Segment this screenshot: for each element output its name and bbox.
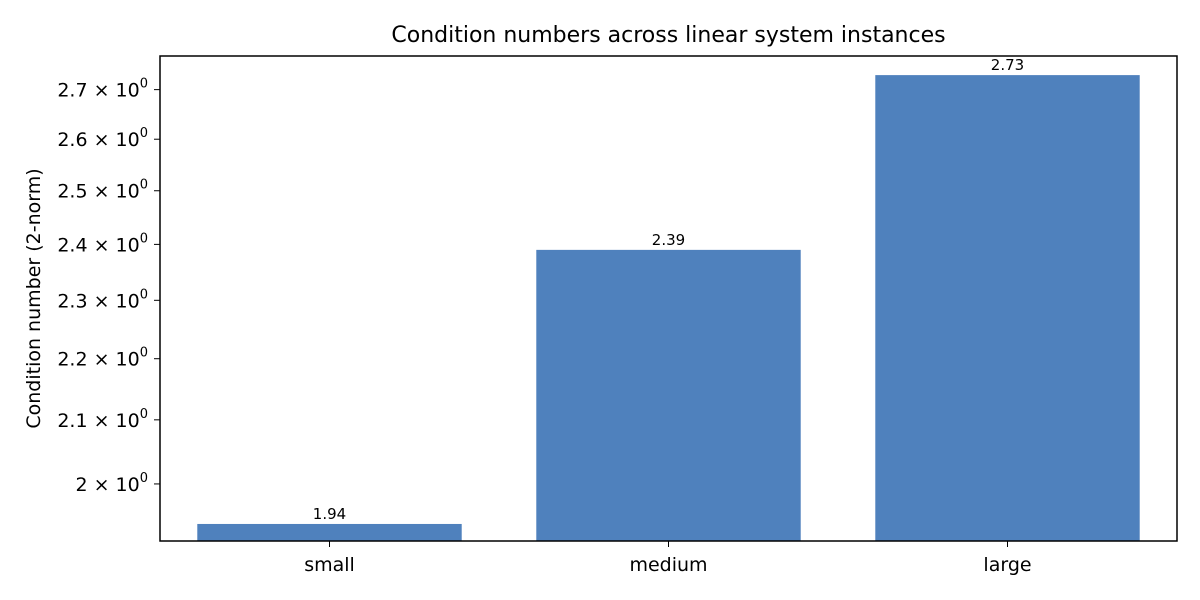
- plot-frame: [159, 55, 1178, 542]
- data-label-medium: 2.39: [652, 231, 685, 249]
- data-label-large: 2.73: [991, 56, 1024, 74]
- y-tick-label: 2 × 100: [75, 471, 148, 496]
- bars-group: 1.94 2.39 2.73: [197, 56, 1140, 541]
- bar-large: [875, 75, 1140, 541]
- x-axis-ticks: small medium large: [304, 541, 1032, 576]
- x-tick-label-medium: medium: [629, 554, 707, 576]
- y-tick-label: 2.1 × 100: [57, 407, 148, 432]
- x-tick-label-large: large: [983, 554, 1031, 576]
- y-tick-label: 2.5 × 100: [57, 178, 148, 203]
- y-axis-ticks: 2 × 100 2.1 × 100 2.2 × 100 2.3 × 100 2.4 × …: [57, 77, 160, 496]
- x-tick-label-small: small: [304, 554, 355, 576]
- chart-title: Condition numbers across linear system i…: [391, 23, 945, 48]
- y-tick-label: 2.4 × 100: [57, 231, 148, 256]
- y-tick-label: 2.2 × 100: [57, 346, 148, 371]
- y-tick-label: 2.6 × 100: [57, 126, 148, 151]
- bar-medium: [536, 249, 801, 541]
- data-label-small: 1.94: [313, 505, 346, 523]
- bar-small: [197, 523, 462, 541]
- y-tick-label: 2.7 × 100: [57, 77, 148, 102]
- y-axis-label: Condition number (2-norm): [23, 168, 45, 428]
- y-tick-label: 2.3 × 100: [57, 287, 148, 312]
